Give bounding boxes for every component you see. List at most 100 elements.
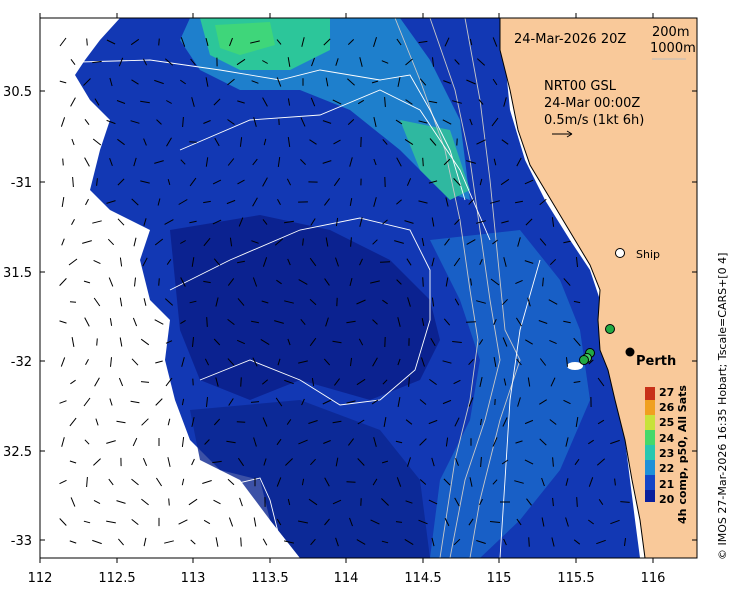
colorbar-ticks: 27 26 25 24 23 22 21 20 bbox=[659, 386, 675, 506]
current-vector bbox=[490, 200, 500, 204]
current-vector bbox=[212, 460, 222, 464]
current-vector bbox=[394, 240, 404, 244]
current-vector bbox=[323, 38, 331, 46]
current-vector bbox=[442, 360, 452, 364]
current-vector bbox=[322, 399, 332, 405]
current-vector bbox=[263, 458, 267, 466]
station-marker bbox=[579, 355, 589, 365]
current-vector bbox=[404, 138, 414, 146]
current-vector bbox=[502, 337, 508, 347]
current-vector bbox=[527, 297, 531, 307]
current-vector bbox=[382, 219, 388, 225]
current-vector bbox=[94, 98, 100, 106]
current-vector bbox=[227, 358, 235, 366]
current-vector bbox=[96, 178, 98, 186]
current-vector bbox=[308, 498, 318, 506]
current-vector bbox=[84, 317, 90, 327]
current-vector bbox=[116, 420, 126, 424]
latitude-labels: 30.5 -31 31.5 -32 32.5 -33 bbox=[3, 85, 32, 549]
current-vector bbox=[381, 60, 389, 64]
current-vector bbox=[116, 500, 126, 504]
y-ticks bbox=[40, 90, 697, 541]
current-vector bbox=[284, 300, 294, 304]
current-vector bbox=[356, 378, 366, 386]
current-vector bbox=[514, 480, 524, 484]
current-vector bbox=[419, 399, 427, 405]
current-vector bbox=[240, 377, 242, 387]
current-vector bbox=[106, 440, 116, 444]
current-vector bbox=[167, 457, 171, 467]
current-vector bbox=[276, 477, 282, 487]
current-vector bbox=[396, 199, 402, 205]
current-vector bbox=[301, 398, 305, 406]
current-vector bbox=[229, 237, 233, 247]
current-vector bbox=[396, 279, 402, 285]
current-vector bbox=[573, 300, 581, 304]
current-vector bbox=[118, 57, 124, 67]
current-vector bbox=[479, 258, 483, 266]
current-vector bbox=[85, 359, 89, 365]
current-vector bbox=[130, 38, 140, 46]
current-vector bbox=[131, 478, 139, 486]
current-vector bbox=[204, 358, 210, 366]
current-vector bbox=[130, 120, 140, 124]
current-vector bbox=[118, 377, 124, 387]
current-vector bbox=[468, 518, 474, 526]
current-vector bbox=[422, 277, 424, 287]
current-vector bbox=[370, 519, 380, 525]
current-vector bbox=[154, 160, 164, 164]
current-vector bbox=[405, 99, 413, 105]
current-vector bbox=[431, 217, 435, 227]
current-vector bbox=[324, 198, 330, 206]
current-vector bbox=[189, 300, 197, 304]
current-vector bbox=[466, 79, 476, 85]
current-vector bbox=[59, 518, 67, 526]
lon-label: 115 bbox=[487, 571, 512, 586]
current-vector bbox=[236, 339, 246, 345]
current-vector bbox=[300, 318, 306, 326]
current-vector bbox=[298, 360, 308, 364]
current-vector bbox=[203, 200, 211, 204]
current-vector bbox=[70, 497, 76, 507]
current-vector bbox=[142, 458, 148, 466]
colorbar-tick: 27 bbox=[659, 386, 674, 399]
current-vector bbox=[428, 499, 438, 505]
current-vector bbox=[83, 397, 91, 407]
current-vector bbox=[166, 259, 172, 265]
current-vector bbox=[157, 198, 161, 206]
current-vector bbox=[597, 377, 605, 387]
current-vector bbox=[357, 99, 365, 105]
colorbar-tick: 23 bbox=[659, 447, 674, 460]
current-vector bbox=[227, 478, 235, 486]
current-vector bbox=[421, 357, 425, 367]
current-vector bbox=[479, 498, 483, 506]
current-vector bbox=[476, 300, 486, 304]
current-vector bbox=[132, 437, 138, 447]
current-vector bbox=[106, 200, 116, 204]
current-vector bbox=[300, 117, 306, 127]
current-vector bbox=[213, 258, 221, 266]
current-vector bbox=[492, 37, 498, 47]
current-vector bbox=[237, 298, 245, 306]
current-vector bbox=[276, 77, 282, 87]
current-vector bbox=[405, 500, 413, 504]
current-vector bbox=[396, 157, 402, 167]
current-vector bbox=[502, 417, 508, 427]
current-vector bbox=[310, 538, 316, 546]
current-vector bbox=[372, 478, 378, 486]
current-vector bbox=[238, 217, 244, 227]
current-vector bbox=[213, 338, 221, 346]
current-vector bbox=[253, 437, 257, 447]
current-vector bbox=[598, 499, 604, 505]
current-vector bbox=[396, 477, 402, 487]
current-vector bbox=[140, 180, 150, 184]
current-vector bbox=[324, 518, 330, 526]
current-vector bbox=[132, 317, 138, 327]
current-vector bbox=[442, 119, 452, 125]
current-vector bbox=[140, 381, 150, 383]
current-vector bbox=[143, 138, 147, 146]
lon-label: 114 bbox=[334, 571, 359, 586]
current-vector bbox=[575, 417, 579, 427]
current-vector bbox=[453, 257, 461, 267]
current-vector bbox=[253, 117, 257, 127]
